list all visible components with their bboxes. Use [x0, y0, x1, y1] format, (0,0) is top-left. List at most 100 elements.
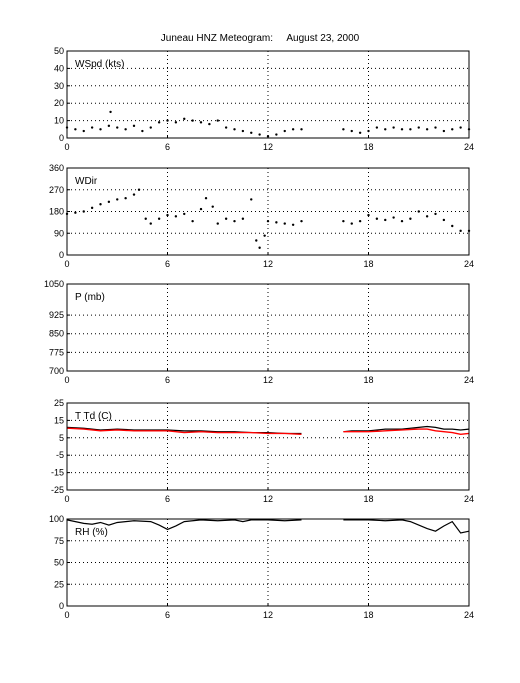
data-point-1-42: [417, 210, 420, 213]
data-point-0-34: [375, 126, 379, 129]
data-point-1-8: [132, 193, 136, 196]
data-point-1-9: [137, 188, 141, 191]
panel-label: RH (%): [75, 527, 108, 538]
x-tick-label: 6: [165, 494, 170, 504]
data-point-1-29: [275, 221, 278, 224]
data-point-1-39: [392, 216, 395, 219]
panel-4: 0 6 12 18 24 0 25 50 75 100 RH (%): [49, 514, 474, 620]
data-point-0-6: [109, 110, 112, 114]
y-tick-label: 50: [54, 46, 64, 56]
data-point-0-13: [166, 119, 169, 122]
data-point-0-44: [459, 126, 462, 129]
plot-frame: [66, 283, 470, 372]
y-tick-label: 850: [49, 329, 64, 339]
data-point-1-14: [174, 215, 178, 218]
data-point-1-23: [241, 217, 245, 220]
data-point-1-43: [425, 215, 429, 218]
data-point-1-22: [233, 219, 236, 223]
x-tick-label: 24: [464, 259, 474, 269]
data-point-1-18: [204, 197, 208, 200]
x-tick-label: 6: [165, 142, 170, 152]
series-line-3-1: [343, 428, 470, 436]
panel-label: T Td (C): [75, 411, 112, 422]
data-point-0-4: [99, 128, 102, 131]
data-point-1-25: [255, 239, 258, 242]
series-line-3-0: [343, 425, 470, 433]
y-tick-label: 30: [54, 81, 64, 91]
y-tick-label: 25: [54, 579, 64, 589]
y-tick-label: 270: [49, 185, 64, 195]
y-tick-label: 90: [54, 228, 64, 238]
data-point-0-38: [409, 128, 412, 131]
data-point-0-43: [451, 128, 454, 131]
series-line-3-1: [66, 427, 302, 436]
y-tick-label: 700: [49, 366, 64, 376]
x-tick-label: 18: [363, 375, 373, 385]
data-point-1-28: [266, 219, 270, 223]
data-point-0-20: [224, 126, 228, 129]
data-point-1-6: [116, 198, 119, 201]
data-point-1-17: [199, 207, 203, 211]
data-point-1-33: [342, 219, 345, 223]
data-point-0-16: [191, 119, 194, 122]
data-point-1-4: [99, 203, 102, 206]
x-tick-label: 12: [263, 259, 273, 269]
data-point-0-41: [434, 126, 437, 129]
x-tick-label: 12: [263, 494, 273, 504]
data-point-1-30: [283, 222, 286, 225]
data-point-0-35: [384, 128, 387, 131]
data-point-0-7: [116, 126, 119, 129]
y-tick-label: 20: [54, 98, 64, 108]
series-line-4-0: [66, 519, 302, 531]
y-tick-label: 1050: [44, 279, 64, 289]
data-point-1-19: [211, 205, 214, 208]
data-point-0-42: [442, 129, 446, 133]
panel-0: 0 6 12 18 24 0 10 20 30 40 50 WSpd (kts): [54, 46, 474, 152]
data-point-0-22: [241, 129, 245, 133]
data-point-0-5: [107, 124, 111, 128]
data-point-0-8: [124, 128, 127, 131]
x-tick-label: 24: [464, 375, 474, 385]
y-tick-label: 100: [49, 514, 64, 524]
data-point-1-26: [258, 246, 261, 249]
data-point-1-47: [459, 229, 462, 233]
data-point-0-18: [208, 122, 211, 126]
data-point-1-40: [400, 219, 404, 223]
x-tick-label: 0: [64, 259, 69, 269]
data-point-1-10: [144, 217, 147, 220]
y-tick-label: -25: [51, 485, 64, 495]
x-tick-label: 18: [363, 610, 373, 620]
x-tick-label: 0: [64, 494, 69, 504]
y-tick-label: 180: [49, 207, 64, 217]
data-point-0-21: [233, 128, 236, 131]
panel-1: 0 6 12 18 24 0 90 180 270 360 WDir: [49, 163, 474, 269]
x-tick-label: 24: [464, 142, 474, 152]
data-point-0-9: [132, 124, 136, 128]
data-point-1-1: [74, 211, 77, 214]
data-point-0-10: [141, 129, 144, 133]
x-tick-label: 6: [165, 375, 170, 385]
plot-frame: [66, 50, 470, 139]
data-point-0-3: [90, 126, 94, 129]
data-point-1-16: [191, 219, 194, 223]
y-tick-label: -15: [51, 468, 64, 478]
data-point-1-37: [375, 217, 379, 220]
data-point-1-7: [124, 197, 127, 200]
y-tick-label: 360: [49, 163, 64, 173]
y-tick-label: 10: [54, 116, 64, 126]
data-point-0-31: [350, 129, 353, 133]
panel-label: WSpd (kts): [75, 59, 124, 70]
data-point-0-23: [250, 131, 253, 134]
data-point-0-24: [258, 133, 261, 136]
data-point-1-21: [224, 217, 228, 220]
x-tick-label: 24: [464, 494, 474, 504]
x-tick-label: 18: [363, 142, 373, 152]
data-point-1-34: [350, 222, 353, 225]
x-tick-label: 12: [263, 375, 273, 385]
data-point-0-12: [157, 121, 161, 124]
data-point-1-31: [291, 223, 295, 226]
data-point-0-17: [199, 121, 203, 124]
series-line-4-0: [343, 519, 470, 534]
data-point-0-32: [358, 131, 362, 134]
data-point-1-2: [82, 210, 85, 213]
